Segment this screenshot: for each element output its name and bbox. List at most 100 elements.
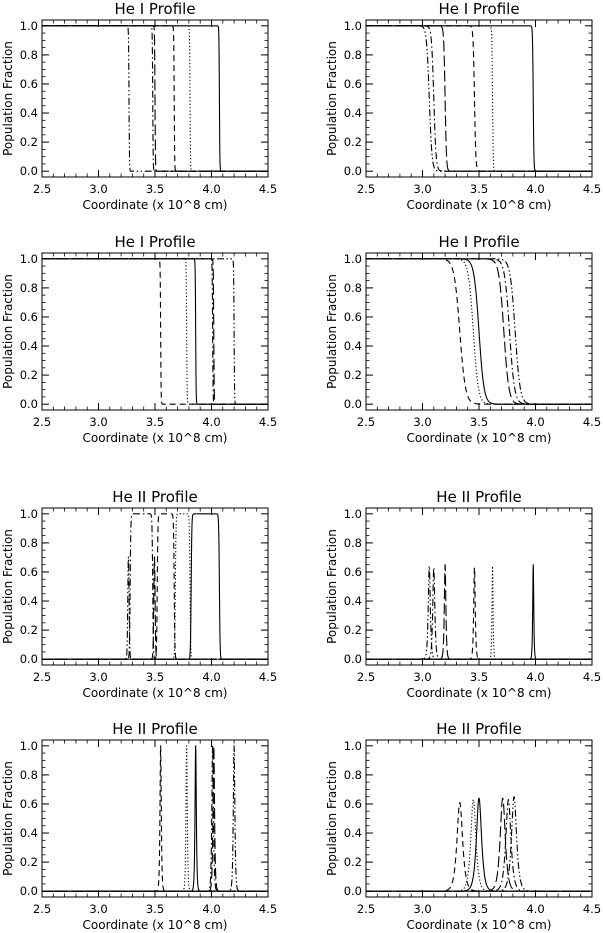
y-tick-label: 0.0	[344, 884, 362, 898]
y-axis-label: Population Fraction	[1, 761, 15, 876]
y-tick-label: 1.0	[20, 19, 38, 33]
y-tick-label: 0.2	[20, 135, 38, 149]
y-tick-label: 0.2	[344, 855, 362, 869]
chart-panel-6: He II Profile 2.5 3.0 3.5 4.0 4.5 0.0 0.2 0.4 0.6…	[325, 488, 601, 700]
x-tick-label: 3.0	[89, 902, 107, 916]
x-tick-label: 2.5	[357, 670, 375, 684]
series-line-dashdotdot	[366, 565, 592, 660]
x-tick-label: 4.0	[202, 415, 220, 429]
y-tick-label: 1.0	[20, 252, 38, 266]
series-line-solid	[366, 25, 592, 172]
series-line-longdash	[366, 564, 592, 660]
x-tick-label: 2.5	[357, 415, 375, 429]
y-tick-label: 0.6	[20, 310, 38, 324]
x-tick-label: 2.5	[357, 902, 375, 916]
y-tick-label: 0.8	[20, 281, 38, 295]
y-tick-label: 0.4	[344, 339, 362, 353]
series-line-dashdotdot	[42, 745, 268, 892]
series-line-dashed	[366, 801, 592, 892]
y-tick-label: 0.2	[20, 855, 38, 869]
x-tick-label: 4.5	[259, 670, 277, 684]
y-tick-label: 1.0	[344, 252, 362, 266]
y-tick-label: 0.8	[344, 768, 362, 782]
y-tick-label: 1.0	[20, 507, 38, 521]
y-tick-label: 0.8	[20, 536, 38, 550]
series-group	[366, 258, 592, 405]
series-line-solid	[366, 564, 592, 660]
x-tick-label: 4.5	[583, 902, 601, 916]
y-tick-label: 0.8	[344, 281, 362, 295]
x-tick-label: 2.5	[357, 182, 375, 196]
x-tick-label: 3.0	[413, 415, 431, 429]
series-line-solid	[366, 258, 592, 405]
x-tick-label: 4.0	[526, 670, 544, 684]
y-tick-label: 0.0	[20, 652, 38, 666]
y-tick-label: 0.4	[344, 826, 362, 840]
chart-title: He II Profile	[112, 720, 198, 738]
y-axis-label: Population Fraction	[1, 41, 15, 156]
series-line-longdash	[42, 25, 268, 172]
y-axis-label: Population Fraction	[1, 274, 15, 389]
y-axis-label: Population Fraction	[1, 529, 15, 644]
y-tick-label: 0.6	[20, 797, 38, 811]
x-tick-label: 3.0	[413, 902, 431, 916]
y-tick-label: 0.8	[344, 48, 362, 62]
y-tick-label: 0.2	[20, 368, 38, 382]
series-line-dashdot	[366, 799, 592, 892]
y-tick-label: 1.0	[20, 739, 38, 753]
series-line-dotted	[366, 565, 592, 660]
x-axis-label: Coordinate (x 10^8 cm)	[407, 918, 552, 932]
x-tick-label: 3.0	[89, 415, 107, 429]
x-axis-label: Coordinate (x 10^8 cm)	[83, 431, 228, 445]
series-group	[366, 25, 592, 172]
x-tick-label: 4.0	[526, 415, 544, 429]
series-group	[366, 564, 592, 660]
series-line-dashdot	[366, 25, 592, 172]
x-tick-label: 3.5	[146, 182, 164, 196]
y-tick-label: 0.2	[344, 623, 362, 637]
series-line-dashdotdot	[366, 796, 592, 892]
y-tick-label: 0.6	[344, 310, 362, 324]
series-line-dashdotdot	[42, 258, 268, 405]
y-tick-label: 0.8	[20, 768, 38, 782]
y-tick-label: 0.0	[20, 884, 38, 898]
x-tick-label: 3.5	[470, 902, 488, 916]
x-tick-label: 3.0	[413, 670, 431, 684]
chart-panel-8: He II Profile 2.5 3.0 3.5 4.0 4.5 0.0 0.2 0.4 0.6…	[325, 720, 601, 932]
y-tick-label: 0.4	[20, 339, 38, 353]
x-tick-label: 2.5	[33, 415, 51, 429]
series-line-dashdot	[42, 258, 268, 405]
series-line-dashed	[366, 567, 592, 660]
x-tick-label: 4.0	[202, 182, 220, 196]
series-line-longdash	[366, 25, 592, 172]
x-tick-label: 4.5	[259, 902, 277, 916]
y-tick-label: 0.8	[344, 536, 362, 550]
x-tick-label: 2.5	[33, 182, 51, 196]
series-group	[42, 513, 268, 660]
x-tick-label: 4.5	[259, 415, 277, 429]
series-group	[366, 796, 592, 892]
y-tick-label: 0.6	[20, 565, 38, 579]
x-tick-label: 4.5	[583, 182, 601, 196]
chart-panel-7: He II Profile 2.5 3.0 3.5 4.0 4.5 0.0 0.2 0.4 0.6…	[1, 720, 277, 932]
x-tick-label: 3.5	[470, 670, 488, 684]
x-tick-label: 3.0	[89, 182, 107, 196]
chart-panel-3: He I Profile 2.5 3.0 3.5 4.0 4.5 0.0 0.2 0.4 0.6 0…	[1, 233, 277, 445]
series-group	[42, 745, 268, 892]
y-tick-label: 0.6	[20, 77, 38, 91]
x-tick-label: 4.5	[583, 670, 601, 684]
y-tick-label: 0.0	[344, 397, 362, 411]
x-tick-label: 3.5	[146, 902, 164, 916]
x-tick-label: 3.5	[470, 182, 488, 196]
x-tick-label: 4.5	[259, 182, 277, 196]
y-tick-label: 0.0	[344, 164, 362, 178]
chart-panel-1: He I Profile 2.5 3.0 3.5 4.0 4.5 0.0 0.2 0.4 0.6 0…	[1, 0, 277, 212]
y-tick-label: 0.0	[20, 397, 38, 411]
x-axis-label: Coordinate (x 10^8 cm)	[407, 686, 552, 700]
y-tick-label: 0.4	[344, 594, 362, 608]
chart-title: He I Profile	[438, 0, 519, 18]
y-tick-label: 1.0	[344, 739, 362, 753]
plot-frame	[365, 19, 593, 178]
chart-title: He II Profile	[436, 720, 522, 738]
